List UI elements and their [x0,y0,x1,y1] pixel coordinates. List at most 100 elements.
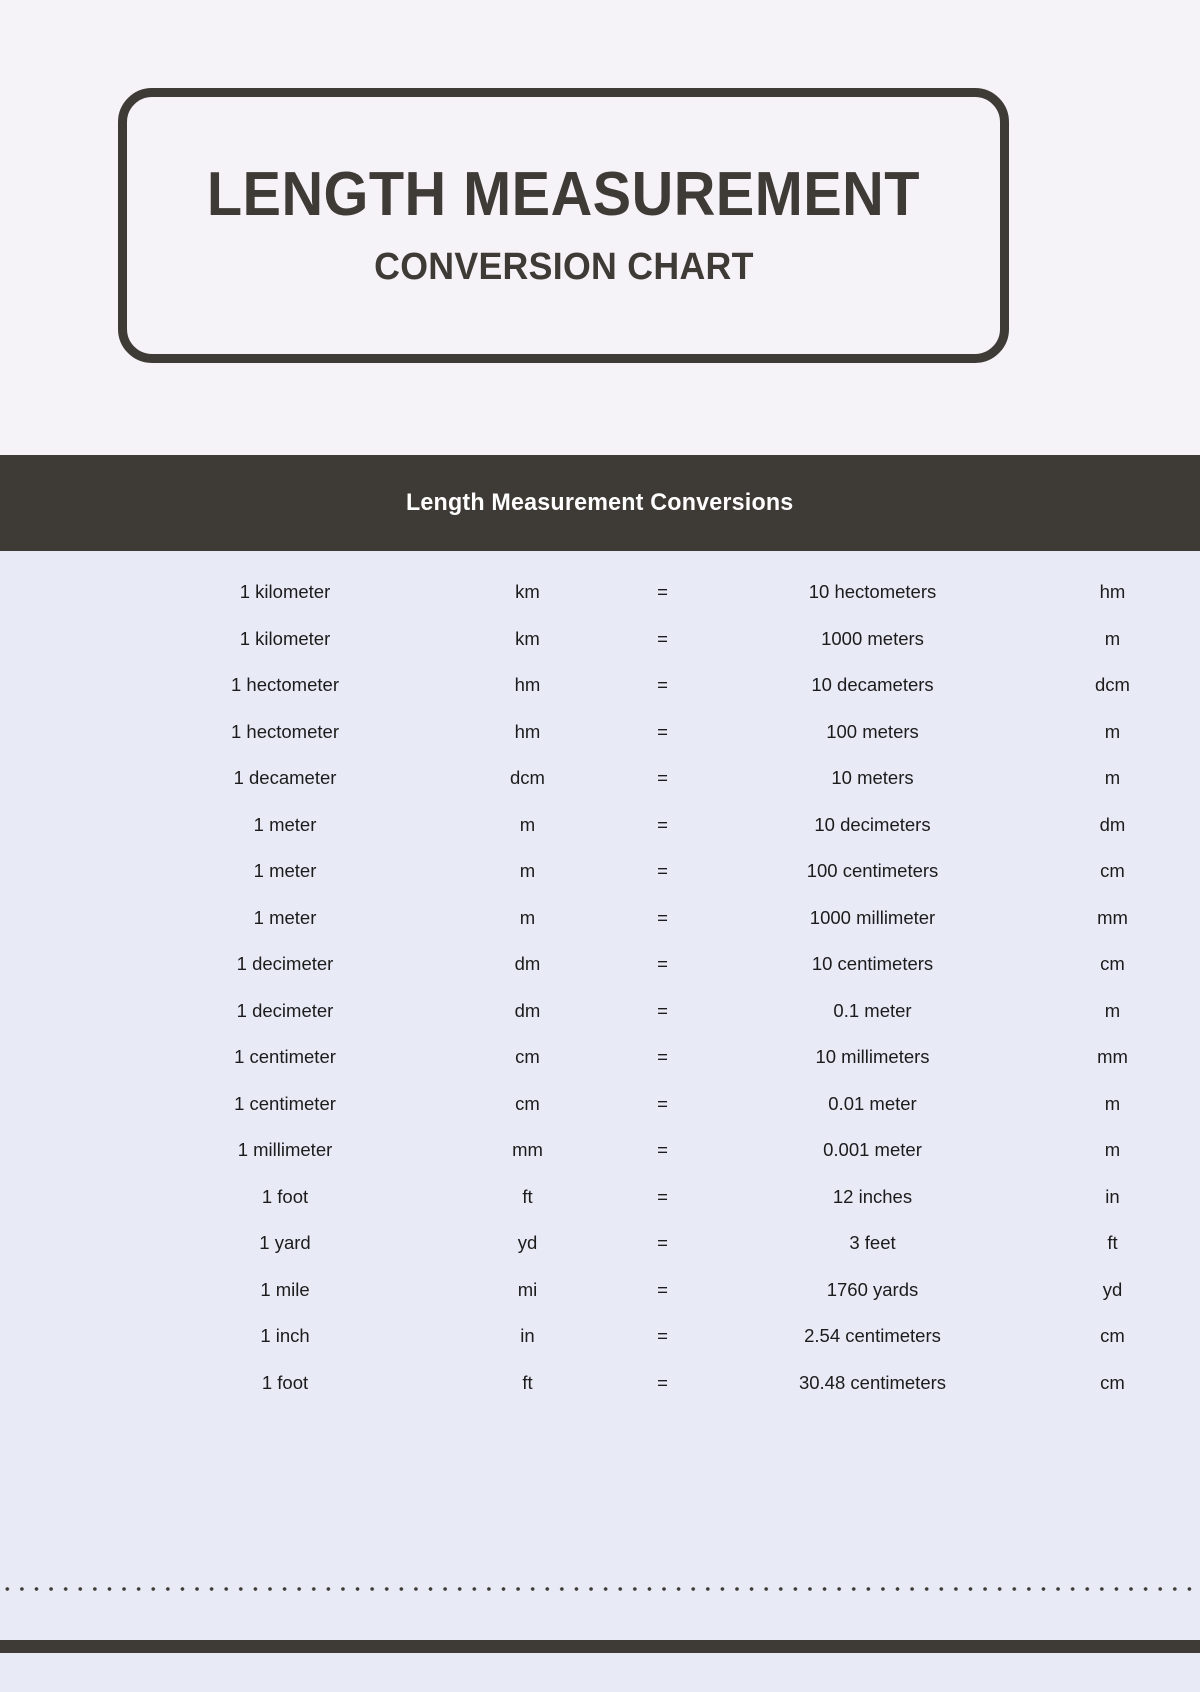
table-row: 1 foot ft = 30.48 centimeters cm [0,1360,1200,1407]
row-spacer-left [0,1081,120,1128]
cell-to-abbr: cm [1100,860,1125,882]
cell-to-value: 10 centimeters [811,953,934,975]
title-card: LENGTH MEASUREMENT CONVERSION CHART [118,88,1009,363]
cell-from-unit: 1 foot [261,1371,309,1393]
cell-equals-sign: = [657,1278,668,1300]
dotted-divider [0,1585,1200,1593]
cell-from-abbr: km [515,627,540,649]
cell-equals-sign: = [657,999,668,1021]
cell-from-abbr: m [519,813,536,835]
conversion-table: 1 kilometer km = 10 hectometers hm 1 kilomete… [0,569,1200,1406]
row-spacer-left [0,709,120,756]
cell-equals-sign: = [657,813,668,835]
row-spacer-left [0,569,120,616]
title-zone: LENGTH MEASUREMENT CONVERSION CHART [0,0,1200,455]
row-spacer-left [0,895,120,942]
cell-from-unit: 1 millimeter [237,1139,333,1161]
cell-equals-sign: = [657,581,668,603]
table-row: 1 decimeter dm = 0.1 meter m [0,988,1200,1035]
cell-from-unit: 1 kilometer [239,627,331,649]
cell-to-abbr: m [1104,1139,1121,1161]
cell-from-unit: 1 kilometer [239,581,331,603]
cell-from-unit: 1 decimeter [236,953,334,975]
cell-equals-sign: = [657,720,668,742]
cell-from-abbr: mm [512,1139,543,1161]
cell-to-value: 0.1 meter [833,999,912,1021]
table-row: 1 centimeter cm = 10 millimeters mm [0,1034,1200,1081]
cell-from-abbr: dm [514,953,541,975]
cell-to-value: 3 feet [849,1232,896,1254]
cell-from-abbr: m [519,906,536,928]
cell-from-unit: 1 meter [253,860,317,882]
cell-from-abbr: km [515,581,540,603]
cell-to-abbr: m [1104,627,1121,649]
table-row: 1 decimeter dm = 10 centimeters cm [0,941,1200,988]
row-spacer-left [0,1034,120,1081]
footer-strip [0,1653,1200,1692]
cell-equals-sign: = [657,1139,668,1161]
table-row: 1 meter m = 100 centimeters cm [0,848,1200,895]
cell-equals-sign: = [657,1092,668,1114]
table-row: 1 meter m = 1000 millimeter mm [0,895,1200,942]
cell-from-abbr: cm [515,1092,540,1114]
cell-from-unit: 1 centimeter [234,1092,336,1114]
row-spacer-left [0,616,120,663]
cell-to-value: 0.01 meter [828,1092,917,1114]
cell-to-value: 12 inches [832,1185,913,1207]
row-spacer-left [0,988,120,1035]
cell-from-unit: 1 decameter [233,767,337,789]
table-row: 1 hectometer hm = 100 meters m [0,709,1200,756]
row-spacer-left [0,1174,120,1221]
table-row: 1 yard yd = 3 feet ft [0,1220,1200,1267]
cell-from-unit: 1 yard [259,1232,311,1254]
cell-equals-sign: = [657,627,668,649]
row-spacer-left [0,1313,120,1360]
cell-equals-sign: = [657,860,668,882]
cell-from-unit: 1 foot [261,1185,309,1207]
cell-from-unit: 1 hectometer [231,674,339,696]
row-spacer-left [0,1220,120,1267]
cell-to-value: 10 meters [831,767,914,789]
cell-to-value: 100 centimeters [806,860,939,882]
cell-to-value: 1000 meters [821,627,924,649]
table-row: 1 kilometer km = 10 hectometers hm [0,569,1200,616]
cell-to-abbr: cm [1100,1371,1125,1393]
cell-equals-sign: = [657,1325,668,1347]
cell-from-abbr: dm [514,999,541,1021]
table-row: 1 meter m = 10 decimeters dm [0,802,1200,849]
cell-equals-sign: = [657,1232,668,1254]
row-spacer-left [0,941,120,988]
cell-to-abbr: mm [1097,1046,1128,1068]
cell-from-abbr: yd [517,1232,538,1254]
cell-to-abbr: m [1104,767,1121,789]
cell-from-abbr: ft [522,1185,533,1207]
cell-to-value: 10 millimeters [815,1046,930,1068]
cell-from-abbr: hm [514,674,541,696]
table-row: 1 decameter dcm = 10 meters m [0,755,1200,802]
cell-from-abbr: m [519,860,536,882]
cell-from-unit: 1 hectometer [231,720,339,742]
row-spacer-left [0,848,120,895]
cell-to-abbr: cm [1100,1325,1125,1347]
cell-to-value: 10 hectometers [808,581,937,603]
table-row: 1 foot ft = 12 inches in [0,1174,1200,1221]
cell-from-abbr: cm [515,1046,540,1068]
cell-to-value: 30.48 centimeters [798,1371,947,1393]
section-heading: Length Measurement Conversions [406,489,794,516]
table-row: 1 mile mi = 1760 yards yd [0,1267,1200,1314]
cell-from-unit: 1 mile [260,1278,310,1300]
cell-to-abbr: m [1104,1092,1121,1114]
row-spacer-left [0,755,120,802]
table-row: 1 kilometer km = 1000 meters m [0,616,1200,663]
row-spacer-left [0,802,120,849]
cell-to-abbr: in [1105,1185,1120,1207]
section-header-band: Length Measurement Conversions [0,455,1200,551]
cell-to-value: 2.54 centimeters [804,1325,941,1347]
cell-from-abbr: ft [522,1371,533,1393]
cell-equals-sign: = [657,767,668,789]
cell-equals-sign: = [657,1371,668,1393]
cell-equals-sign: = [657,674,668,696]
page-title: LENGTH MEASUREMENT [206,160,921,230]
cell-from-unit: 1 inch [260,1325,310,1347]
